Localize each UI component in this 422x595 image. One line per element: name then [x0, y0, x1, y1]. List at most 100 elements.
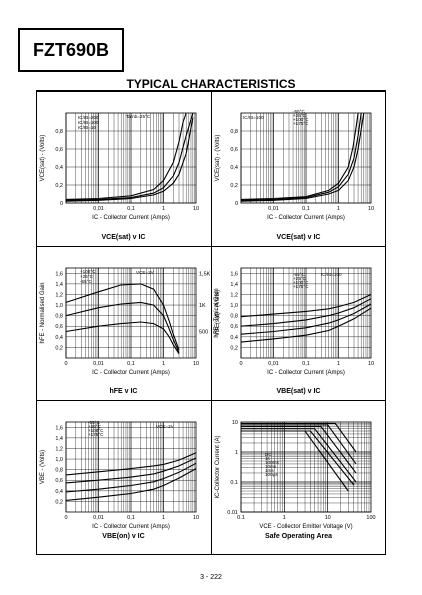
series-line-5: [241, 422, 357, 453]
x-tick-label: 0,1: [127, 361, 135, 367]
y-tick-label: 1,6: [55, 425, 63, 431]
caption-vcesat-2: VCE(sat) v IC: [276, 234, 321, 241]
x-tick-label: 1: [162, 206, 165, 212]
y-tick-label: 1,4: [230, 282, 238, 288]
plot-frame: [240, 267, 372, 359]
heading-rule: [36, 90, 386, 91]
y-tick-label: 0,2: [230, 345, 238, 351]
annotation-label: 1ms: [265, 468, 274, 473]
annotation-label: +25°C: [293, 276, 307, 281]
y-tick-label: 0,4: [55, 165, 63, 171]
caption-soa: Safe Operating Area: [264, 533, 333, 540]
x-axis-label: VCE - Collector Emitter Voltage (V): [259, 524, 352, 530]
y-tick-label: 0,4: [55, 489, 63, 495]
x-tick-label: 0,01: [268, 361, 279, 367]
annotation-label: DC: [265, 452, 272, 457]
annotation-label: IC/IB=100: [78, 120, 99, 125]
chart-soa: 0.1 1 10 100 0.01 0.1 1 10 VCE - Collector Emitt…: [211, 400, 386, 555]
part-number: FZT690B: [18, 28, 124, 72]
x-axis-label: IC - Collector Current (Amps): [92, 215, 170, 221]
x-tick-label: 10: [193, 361, 199, 367]
x-tick-label: 1: [337, 206, 340, 212]
annotation-label: IC/IB=200: [78, 115, 99, 120]
annotation-label: +25°C: [80, 274, 94, 279]
series-line-0: [65, 117, 194, 202]
x-tick-label: 10: [368, 361, 374, 367]
x-tick-label: 0,1: [127, 206, 135, 212]
y-tick-label: 0,6: [230, 324, 238, 330]
y-tick-label: 0,4: [55, 335, 63, 341]
plot-frame: [65, 421, 197, 513]
page-heading: TYPICAL CHARACTERISTICS: [126, 77, 296, 91]
annotation-label: -55°C: [88, 420, 100, 425]
series-line-4: [241, 424, 357, 465]
series-line-2: [65, 112, 187, 200]
x-tick-label: 1: [283, 515, 286, 521]
chart-vcesat-2-svg: 0,01 0,1 1 10 0 0,2 0,4 0,6 0,8 IC - Collector Cu…: [215, 109, 374, 221]
series-line-3: [241, 426, 357, 474]
chart-hfe-svg: 0 0,01 0,1 1 10 0,2 0,4 0,6 0,8 1,0 1,2 1,4 1,6 1,5K 1…: [40, 267, 220, 376]
annotation-label: +100°C: [293, 117, 309, 122]
series-line-1: [65, 301, 180, 353]
y-tick-label: 0,4: [230, 335, 238, 341]
y2-tick-label: 1K: [199, 303, 206, 309]
y2-axis-label: hFE - Typical Gain: [214, 288, 220, 337]
caption-vbesat: VBE(sat) v IC: [276, 388, 321, 395]
series-line-1: [65, 112, 194, 201]
series-line-2: [241, 428, 357, 483]
x-tick-label: 0,1: [302, 361, 310, 367]
y2-tick-label: 500: [199, 330, 208, 336]
x-tick-label: 0: [64, 515, 67, 521]
caption-vbeon: VBE(on) v IC: [102, 533, 145, 540]
x-axis-label: IC - Collector Current (Amps): [92, 370, 170, 376]
y-tick-label: 1,0: [55, 303, 63, 309]
y-tick-label: 0,8: [230, 314, 238, 320]
y-tick-label: 0,6: [55, 324, 63, 330]
caption-hfe: hFE v IC: [109, 388, 138, 395]
y-tick-label: 1,0: [230, 303, 238, 309]
series-line-2: [240, 112, 359, 200]
y-tick-label: 0,6: [230, 147, 238, 153]
x-tick-label: 0,01: [268, 206, 279, 212]
x-tick-label: 100: [366, 515, 375, 521]
series-line-0: [240, 112, 365, 202]
plot-frame: [240, 421, 372, 513]
y-axis-label: hFE - Normalised Gain: [40, 282, 46, 343]
y-tick-label: 0,2: [55, 183, 63, 189]
y-tick-label: 10: [232, 420, 238, 426]
y-tick-label: 0: [60, 201, 63, 207]
y-tick-label: 1,6: [230, 271, 238, 277]
x-tick-label: 1: [162, 515, 165, 521]
annotation-label: IC/IB=10: [78, 125, 96, 130]
series-line-0: [65, 283, 180, 351]
x-tick-label: 1: [162, 361, 165, 367]
annotation-label: 100ms: [265, 460, 279, 465]
y-tick-label: 0,6: [55, 147, 63, 153]
chart-vcesat-2: 0,01 0,1 1 10 0 0,2 0,4 0,6 0,8 IC - Collector Cu…: [211, 91, 386, 246]
series-line-3: [65, 468, 197, 501]
y-tick-label: 0,4: [230, 165, 238, 171]
chart-hfe: 0 0,01 0,1 1 10 0,2 0,4 0,6 0,8 1,0 1,2 1,4 1,6 1,5K 1…: [36, 246, 220, 400]
y-tick-label: 1: [235, 450, 238, 456]
chart-vbesat: 0 0,01 0,1 1 10 0,2 0,4 0,6 0,8 1,0 1,2 1,4 1,6 IC - …: [211, 246, 386, 400]
x-tick-label: 1: [337, 361, 340, 367]
y-tick-label: 0,2: [230, 183, 238, 189]
plot-frame: [240, 112, 372, 204]
y-tick-label: 0: [235, 201, 238, 207]
y-tick-label: 0,8: [55, 468, 63, 474]
x-axis-label: IC - Collector Current (Amps): [92, 524, 170, 530]
series-line-2: [65, 462, 197, 493]
x-tick-label: 10: [193, 515, 199, 521]
annotation-label: +175°C: [293, 284, 309, 289]
y-tick-label: 0,8: [230, 129, 238, 135]
annotation-label: -55°C: [293, 109, 305, 114]
annotation-label: +175°C: [88, 432, 104, 437]
chart-vcesat-1: 0,01 0,1 1 10 0 0,2 0,4 0,6 0,8 IC - Collector Cu…: [36, 91, 211, 246]
y-axis-label: IC-Collector Current (A): [215, 435, 221, 498]
grid-divider-vertical: [211, 91, 212, 555]
y-tick-label: 0,2: [55, 345, 63, 351]
annotation-label: +25°C: [293, 113, 307, 118]
y-axis-label: VBE(sat) - (Volts): [215, 290, 221, 336]
annotation-label: -55°C: [293, 272, 305, 277]
annotation-label: IC/IB=100: [243, 115, 264, 120]
